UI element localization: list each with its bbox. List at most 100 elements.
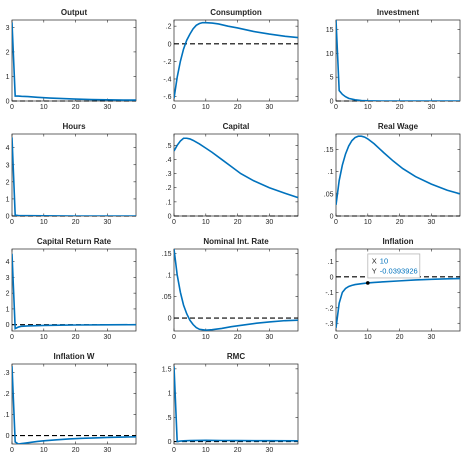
y-tick-label: 0 — [6, 322, 10, 329]
y-tick-label: .15 — [162, 251, 172, 258]
subplot-title: Hours — [62, 122, 86, 131]
x-tick-label: 10 — [364, 104, 372, 111]
axes-box — [173, 133, 299, 217]
subplot-1[interactable]: Output 0 10 20 30 0 1 2 3 — [6, 8, 137, 111]
subplot-title: Nominal Int. Rate — [203, 237, 269, 246]
x-tick-label: 10 — [364, 219, 372, 226]
x-tick-label: 0 — [334, 219, 338, 226]
y-tick-label: .5 — [166, 143, 172, 150]
x-tick-label: 0 — [334, 334, 338, 341]
x-tick-label: 0 — [10, 219, 14, 226]
axes-box — [173, 248, 299, 332]
x-tick-label: 10 — [364, 334, 372, 341]
data-tip-x-label: X — [372, 256, 377, 265]
y-tick-label: 2 — [6, 291, 10, 298]
irf-line[interactable] — [336, 135, 460, 206]
x-tick-label: 0 — [10, 447, 14, 454]
irf-line[interactable] — [336, 277, 460, 329]
subplot-5[interactable]: Capital 0 10 20 30 0 .1 .2 .3 .4 .5 — [166, 122, 299, 226]
data-tip-x-value: 10 — [380, 256, 388, 265]
irf-line[interactable] — [336, 20, 460, 101]
x-tick-label: 10 — [40, 104, 48, 111]
y-tick-label: 0 — [6, 433, 10, 440]
subplot-4[interactable]: Hours 0 10 20 30 0 1 2 3 4 — [6, 122, 137, 226]
y-tick-label: .2 — [166, 24, 172, 31]
irf-line[interactable] — [12, 366, 136, 444]
x-tick-label: 30 — [265, 334, 273, 341]
subplot-title: Capital — [223, 122, 250, 131]
subplot-2[interactable]: Consumption 0 10 20 30 -.6 -.4 -.2 0 .2 — [163, 8, 299, 111]
subplot-3[interactable]: Investment 0 10 20 30 0 5 10 15 — [326, 8, 461, 111]
x-tick-label: 0 — [172, 104, 176, 111]
x-tick-label: 30 — [265, 447, 273, 454]
axes-box — [11, 19, 137, 102]
y-tick-label: -.2 — [325, 305, 333, 312]
subplot-6[interactable]: Real Wage 0 10 20 30 0 .05 .1 .15 — [324, 122, 461, 226]
x-tick-label: 30 — [265, 219, 273, 226]
irf-line[interactable] — [174, 137, 298, 199]
y-tick-label: 1 — [6, 306, 10, 313]
irf-line[interactable] — [174, 249, 298, 331]
y-tick-label: 0 — [168, 439, 172, 446]
y-tick-label: 1 — [6, 196, 10, 203]
subplot-7[interactable]: Capital Return Rate 0 10 20 30 0 1 2 3 4 — [6, 237, 137, 341]
x-tick-label: 0 — [10, 334, 14, 341]
y-tick-label: 1 — [168, 391, 172, 398]
y-tick-label: .1 — [328, 169, 334, 176]
y-tick-label: .5 — [166, 415, 172, 422]
y-tick-label: 4 — [6, 259, 10, 266]
subplot-11[interactable]: RMC 0 10 20 30 0 .5 1 1.5 — [162, 352, 299, 454]
subplot-title: Investment — [377, 8, 420, 17]
subplot-8[interactable]: Nominal Int. Rate 0 10 20 30 0 .05 .1 .15 — [162, 237, 299, 341]
y-tick-label: 4 — [6, 145, 10, 152]
y-tick-label: 3 — [6, 25, 10, 32]
irf-line[interactable] — [174, 21, 298, 99]
x-tick-label: 30 — [103, 334, 111, 341]
subplot-title: Inflation W — [54, 352, 95, 361]
y-tick-label: 0 — [168, 41, 172, 48]
y-tick-label: 0 — [330, 214, 334, 221]
y-tick-label: .2 — [4, 391, 10, 398]
x-tick-label: 20 — [234, 447, 242, 454]
y-tick-label: 1 — [6, 74, 10, 81]
y-tick-label: 3 — [6, 275, 10, 282]
x-tick-label: 10 — [202, 447, 210, 454]
x-tick-label: 30 — [103, 447, 111, 454]
data-tip[interactable]: X 10Y -0.0393926 — [365, 253, 421, 285]
x-tick-label: 10 — [40, 447, 48, 454]
x-tick-label: 0 — [172, 334, 176, 341]
y-tick-label: .4 — [166, 157, 172, 164]
y-tick-label: .1 — [328, 259, 334, 266]
x-tick-label: 10 — [202, 104, 210, 111]
y-tick-label: .1 — [166, 199, 172, 206]
irf-line[interactable] — [12, 22, 136, 101]
axes-box — [173, 363, 299, 445]
y-tick-label: 10 — [326, 51, 334, 58]
y-tick-label: .05 — [324, 191, 334, 198]
axes-box — [11, 363, 137, 445]
subplot-title: Inflation — [382, 237, 413, 246]
y-tick-label: 0 — [168, 316, 172, 323]
x-tick-label: 20 — [72, 219, 80, 226]
x-tick-label: 0 — [172, 219, 176, 226]
x-tick-label: 20 — [72, 104, 80, 111]
data-tip-marker[interactable] — [365, 281, 370, 285]
y-tick-label: -.4 — [163, 76, 171, 83]
subplot-10[interactable]: Inflation W 0 10 20 30 0 .1 .2 .3 — [4, 352, 137, 454]
subplot-title: Consumption — [210, 8, 262, 17]
x-tick-label: 30 — [103, 104, 111, 111]
x-tick-label: 10 — [202, 334, 210, 341]
irf-line[interactable] — [174, 366, 298, 443]
y-tick-label: .15 — [324, 147, 334, 154]
irf-line[interactable] — [12, 137, 136, 216]
data-tip-box — [367, 253, 421, 279]
irf-line[interactable] — [12, 253, 136, 330]
data-tip-y-label: Y — [372, 266, 377, 275]
y-tick-label: 2 — [6, 179, 10, 186]
x-tick-label: 10 — [40, 219, 48, 226]
y-tick-label: 1.5 — [162, 366, 172, 373]
y-tick-label: 0 — [168, 214, 172, 221]
